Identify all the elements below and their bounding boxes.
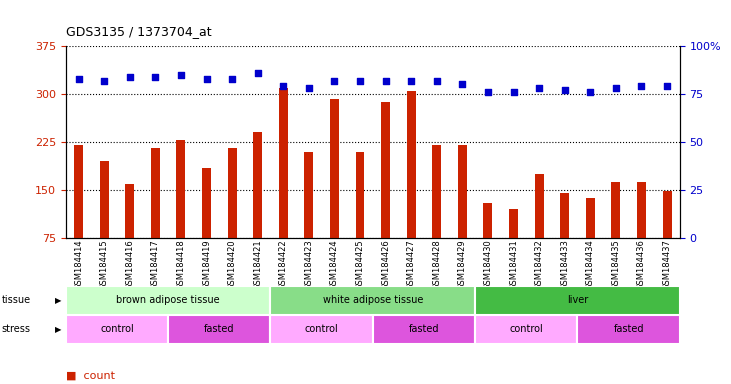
Point: [149, 74, 161, 80]
Bar: [202, 168, 211, 238]
Bar: [475, 315, 577, 344]
Point: [354, 78, 366, 84]
Bar: [458, 145, 467, 238]
Bar: [611, 182, 621, 238]
Text: ▶: ▶: [55, 296, 61, 305]
Bar: [168, 315, 270, 344]
Bar: [125, 184, 135, 238]
Bar: [577, 315, 680, 344]
Text: control: control: [305, 324, 338, 334]
Bar: [637, 182, 646, 238]
Bar: [330, 99, 339, 238]
Point: [226, 76, 238, 82]
Text: control: control: [510, 324, 543, 334]
Text: fasted: fasted: [409, 324, 439, 334]
Text: white adipose tissue: white adipose tissue: [322, 295, 423, 306]
Bar: [74, 145, 83, 238]
Point: [431, 78, 442, 84]
Point: [175, 72, 187, 78]
Bar: [99, 161, 109, 238]
Bar: [176, 140, 186, 238]
Bar: [586, 198, 595, 238]
Bar: [66, 315, 168, 344]
Bar: [66, 286, 270, 315]
Point: [380, 78, 392, 84]
Text: GDS3135 / 1373704_at: GDS3135 / 1373704_at: [66, 25, 211, 38]
Point: [277, 83, 289, 89]
Text: control: control: [100, 324, 134, 334]
Bar: [355, 152, 365, 238]
Point: [98, 78, 110, 84]
Bar: [151, 149, 160, 238]
Point: [329, 78, 341, 84]
Bar: [253, 132, 262, 238]
Text: tissue: tissue: [1, 295, 31, 306]
Point: [635, 83, 648, 89]
Text: brown adipose tissue: brown adipose tissue: [116, 295, 220, 306]
Bar: [406, 91, 416, 238]
Point: [73, 76, 84, 82]
Bar: [304, 152, 314, 238]
Text: fasted: fasted: [613, 324, 644, 334]
Point: [200, 76, 212, 82]
Point: [251, 70, 263, 76]
Bar: [373, 315, 475, 344]
Text: ▶: ▶: [55, 325, 61, 334]
Bar: [534, 174, 544, 238]
Text: stress: stress: [1, 324, 31, 334]
Text: fasted: fasted: [204, 324, 235, 334]
Bar: [270, 286, 475, 315]
Point: [585, 89, 596, 95]
Point: [456, 81, 469, 88]
Point: [507, 89, 519, 95]
Bar: [227, 149, 237, 238]
Bar: [381, 103, 390, 238]
Point: [661, 83, 673, 89]
Point: [405, 78, 417, 84]
Bar: [560, 193, 569, 238]
Bar: [483, 203, 493, 238]
Bar: [475, 286, 680, 315]
Bar: [509, 209, 518, 238]
Point: [534, 85, 545, 91]
Bar: [279, 88, 288, 238]
Bar: [662, 191, 672, 238]
Point: [303, 85, 315, 91]
Point: [482, 89, 494, 95]
Point: [558, 87, 570, 93]
Bar: [432, 145, 442, 238]
Bar: [270, 315, 373, 344]
Point: [124, 74, 136, 80]
Text: liver: liver: [567, 295, 588, 306]
Text: ■  count: ■ count: [66, 370, 115, 380]
Point: [610, 85, 621, 91]
